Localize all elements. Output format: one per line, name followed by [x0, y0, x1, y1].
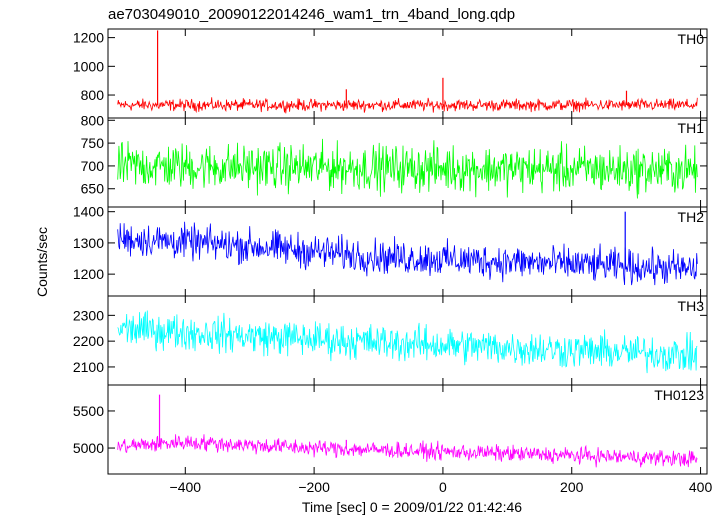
y-axis-label: Counts/sec	[34, 227, 50, 297]
panel-label-th0: TH0	[678, 31, 705, 47]
y-tick-label: 650	[81, 181, 105, 197]
y-tick-label: 1200	[73, 30, 104, 46]
y-tick-label: 2200	[73, 333, 104, 349]
y-tick-label: 800	[81, 87, 105, 103]
panel-label-th2: TH2	[678, 209, 705, 225]
y-tick-label: 700	[81, 158, 105, 174]
y-tick-label: 800	[81, 112, 105, 128]
panel-th0123: 5000 5500 TH0123	[73, 384, 708, 475]
series-th3	[117, 310, 698, 374]
x-tick-label: 200	[560, 479, 584, 495]
y-tick-label: 5000	[73, 440, 104, 456]
x-axis-label: Time [sec] 0 = 2009/01/22 01:42:46	[302, 499, 522, 515]
series-th0	[117, 97, 698, 114]
chart-title: ae703049010_20090122014246_wam1_trn_4ban…	[108, 6, 515, 23]
panel-label-th1: TH1	[678, 120, 705, 136]
y-tick-label: 2300	[73, 307, 104, 323]
panel-frame	[107, 384, 708, 475]
y-tick-label: 2100	[73, 359, 104, 375]
panel-th0: 800 1000 1200 TH0	[73, 28, 708, 119]
x-tick-label: 400	[689, 479, 713, 495]
panel-label-th0123: TH0123	[654, 387, 704, 403]
y-tick-label: 5500	[73, 403, 104, 419]
panel-th3: 2100 2200 2300 TH3	[73, 295, 708, 386]
panel-frame	[107, 206, 708, 297]
panel-label-th3: TH3	[678, 298, 705, 314]
y-tick-label: 1000	[73, 58, 104, 74]
y-tick-label: 1300	[73, 235, 104, 251]
series-th0123	[117, 434, 698, 468]
series-th2	[117, 221, 698, 286]
panel-th1: 650 700 750 800 TH1	[81, 112, 708, 208]
x-tick-label: −200	[298, 479, 330, 495]
x-tick-label: −400	[170, 479, 202, 495]
y-tick-label: 1200	[73, 266, 104, 282]
y-tick-label: 1400	[73, 204, 104, 220]
panel-th2: 1200 1300 1400 TH2	[73, 204, 708, 297]
x-tick-label: 0	[439, 479, 447, 495]
series-th1	[117, 138, 698, 199]
x-tick-labels: −400 −200 0 200 400	[170, 479, 713, 495]
panels: 800 1000 1200 TH0 650 700 750 800 TH1 1200 1300 140…	[73, 28, 708, 475]
y-tick-label: 750	[81, 135, 105, 151]
